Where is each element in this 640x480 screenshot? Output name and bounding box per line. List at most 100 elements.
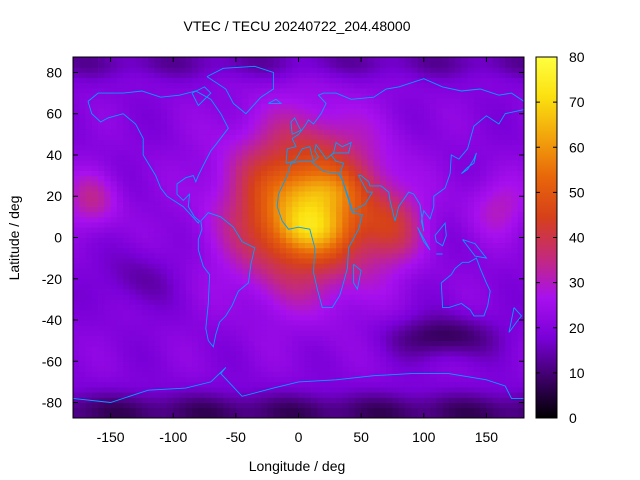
heatmap-cell — [373, 93, 381, 99]
heatmap-cell — [392, 139, 400, 146]
heatmap-cell — [417, 139, 425, 146]
heatmap-cell — [198, 392, 205, 398]
heatmap-cell — [323, 57, 331, 63]
heatmap-cell — [242, 149, 249, 156]
heatmap-cell — [91, 299, 99, 305]
heatmap-cell — [492, 247, 500, 254]
heatmap-cell — [411, 289, 418, 295]
heatmap-cell — [404, 273, 412, 280]
heatmap-cell — [104, 407, 111, 414]
heatmap-cell — [160, 242, 168, 249]
heatmap-cell — [348, 397, 356, 403]
heatmap-cell — [404, 77, 412, 84]
heatmap-cell — [285, 407, 293, 414]
heatmap-cell — [467, 222, 475, 228]
heatmap-cell — [254, 175, 262, 182]
heatmap-cell — [442, 237, 450, 244]
heatmap-cell — [267, 227, 274, 233]
heatmap-cell — [148, 294, 155, 300]
heatmap-cell — [492, 381, 500, 388]
heatmap-cell — [480, 201, 487, 207]
heatmap-cell — [398, 381, 406, 388]
heatmap-cell — [404, 412, 412, 419]
heatmap-cell — [242, 340, 249, 347]
heatmap-cell — [448, 283, 456, 290]
heatmap-cell — [298, 387, 306, 393]
heatmap-cell — [367, 278, 375, 285]
heatmap-cell — [361, 180, 368, 187]
heatmap-cell — [317, 82, 324, 89]
heatmap-cell — [455, 387, 462, 393]
heatmap-cell — [110, 118, 118, 125]
heatmap-cell — [242, 201, 249, 207]
heatmap-cell — [448, 154, 456, 161]
heatmap-cell — [198, 180, 205, 187]
heatmap-cell — [417, 304, 425, 311]
heatmap-cell — [511, 350, 519, 357]
heatmap-cell — [279, 103, 287, 109]
heatmap-cell — [311, 340, 318, 347]
heatmap-cell — [461, 160, 469, 166]
heatmap-cell — [160, 273, 168, 280]
heatmap-cell — [79, 283, 86, 290]
heatmap-cell — [154, 222, 162, 228]
heatmap-cell — [85, 325, 93, 331]
heatmap-cell — [498, 139, 506, 146]
heatmap-cell — [467, 407, 475, 414]
heatmap-cell — [373, 397, 381, 403]
heatmap-cell — [480, 371, 487, 378]
heatmap-cell — [141, 93, 149, 99]
heatmap-cell — [430, 397, 437, 403]
heatmap-cell — [179, 237, 187, 244]
heatmap-cell — [279, 93, 287, 99]
heatmap-cell — [304, 175, 312, 182]
heatmap-cell — [411, 82, 418, 89]
heatmap-cell — [367, 103, 375, 109]
heatmap-cell — [492, 77, 500, 84]
heatmap-cell — [141, 320, 149, 326]
heatmap-cell — [442, 98, 450, 104]
heatmap-cell — [85, 191, 93, 197]
heatmap-cell — [323, 201, 331, 207]
heatmap-cell — [267, 350, 274, 357]
heatmap-cell — [273, 103, 281, 109]
heatmap-cell — [91, 258, 99, 264]
heatmap-cell — [480, 108, 487, 115]
heatmap-cell — [430, 242, 437, 249]
heatmap-cell — [285, 232, 293, 238]
heatmap-cell — [411, 170, 418, 177]
heatmap-cell — [404, 129, 412, 135]
heatmap-cell — [116, 227, 124, 233]
heatmap-cell — [91, 371, 99, 378]
heatmap-cell — [85, 180, 93, 187]
heatmap-cell — [166, 129, 174, 135]
heatmap-cell — [135, 247, 143, 254]
heatmap-cell — [430, 325, 437, 331]
heatmap-cell — [461, 57, 469, 63]
heatmap-cell — [273, 289, 281, 295]
heatmap-cell — [104, 366, 111, 372]
heatmap-cell — [129, 247, 137, 254]
heatmap-cell — [242, 196, 249, 202]
heatmap-cell — [116, 366, 124, 372]
heatmap-cell — [336, 314, 343, 321]
heatmap-cell — [260, 366, 268, 372]
heatmap-cell — [517, 381, 525, 388]
heatmap-cell — [392, 77, 400, 84]
heatmap-cell — [417, 407, 425, 414]
heatmap-cell — [304, 113, 312, 120]
heatmap-cell — [123, 392, 130, 398]
heatmap-cell — [273, 62, 281, 68]
heatmap-cell — [285, 160, 293, 166]
heatmap-cell — [279, 82, 287, 89]
heatmap-cell — [404, 175, 412, 182]
heatmap-cell — [91, 278, 99, 285]
heatmap-cell — [79, 139, 86, 146]
heatmap-cell — [423, 154, 431, 161]
heatmap-cell — [411, 294, 418, 300]
heatmap-cell — [285, 180, 293, 187]
heatmap-cell — [292, 381, 299, 388]
heatmap-cell — [298, 268, 306, 274]
heatmap-cell — [135, 366, 143, 372]
heatmap-cell — [373, 268, 381, 274]
